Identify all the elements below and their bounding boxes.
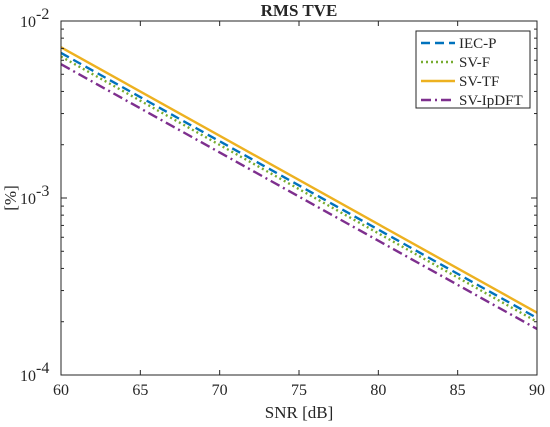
plot-frame — [60, 20, 538, 376]
x-tick-label: 85 — [450, 382, 466, 399]
series-line-iec-p — [60, 51, 538, 320]
x-tick-label: 70 — [212, 382, 228, 399]
chart-title: RMS TVE — [261, 1, 338, 20]
y-tick-label-base: 10 — [20, 191, 36, 208]
series-line-sv-tf — [60, 46, 538, 314]
y-tick-label-base: 10 — [20, 14, 36, 31]
legend-label: SV-IpDFT — [459, 93, 523, 109]
legend-label: IEC-P — [459, 36, 497, 52]
series-layer — [60, 46, 538, 331]
x-tick-label: 90 — [529, 382, 545, 399]
x-tick-label: 75 — [291, 382, 307, 399]
y-tick-label-exponent: -2 — [36, 6, 49, 23]
y-tick-label-base: 10 — [20, 368, 36, 385]
y-axis-label: [%] — [1, 185, 20, 210]
series-line-sv-f — [60, 55, 538, 323]
legend: IEC-P SV-F SV-TF SV-IpDFT — [415, 30, 531, 109]
x-tick-label: 60 — [53, 382, 69, 399]
x-tick-label: 65 — [132, 382, 148, 399]
x-tick-label: 80 — [370, 382, 386, 399]
y-tick-label-exponent: -3 — [36, 183, 49, 200]
legend-label: SV-TF — [459, 74, 499, 90]
legend-box — [415, 30, 531, 109]
y-tick-label-exponent: -4 — [36, 360, 49, 377]
x-axis-label: SNR [dB] — [265, 403, 333, 422]
legend-label: SV-F — [459, 55, 490, 71]
